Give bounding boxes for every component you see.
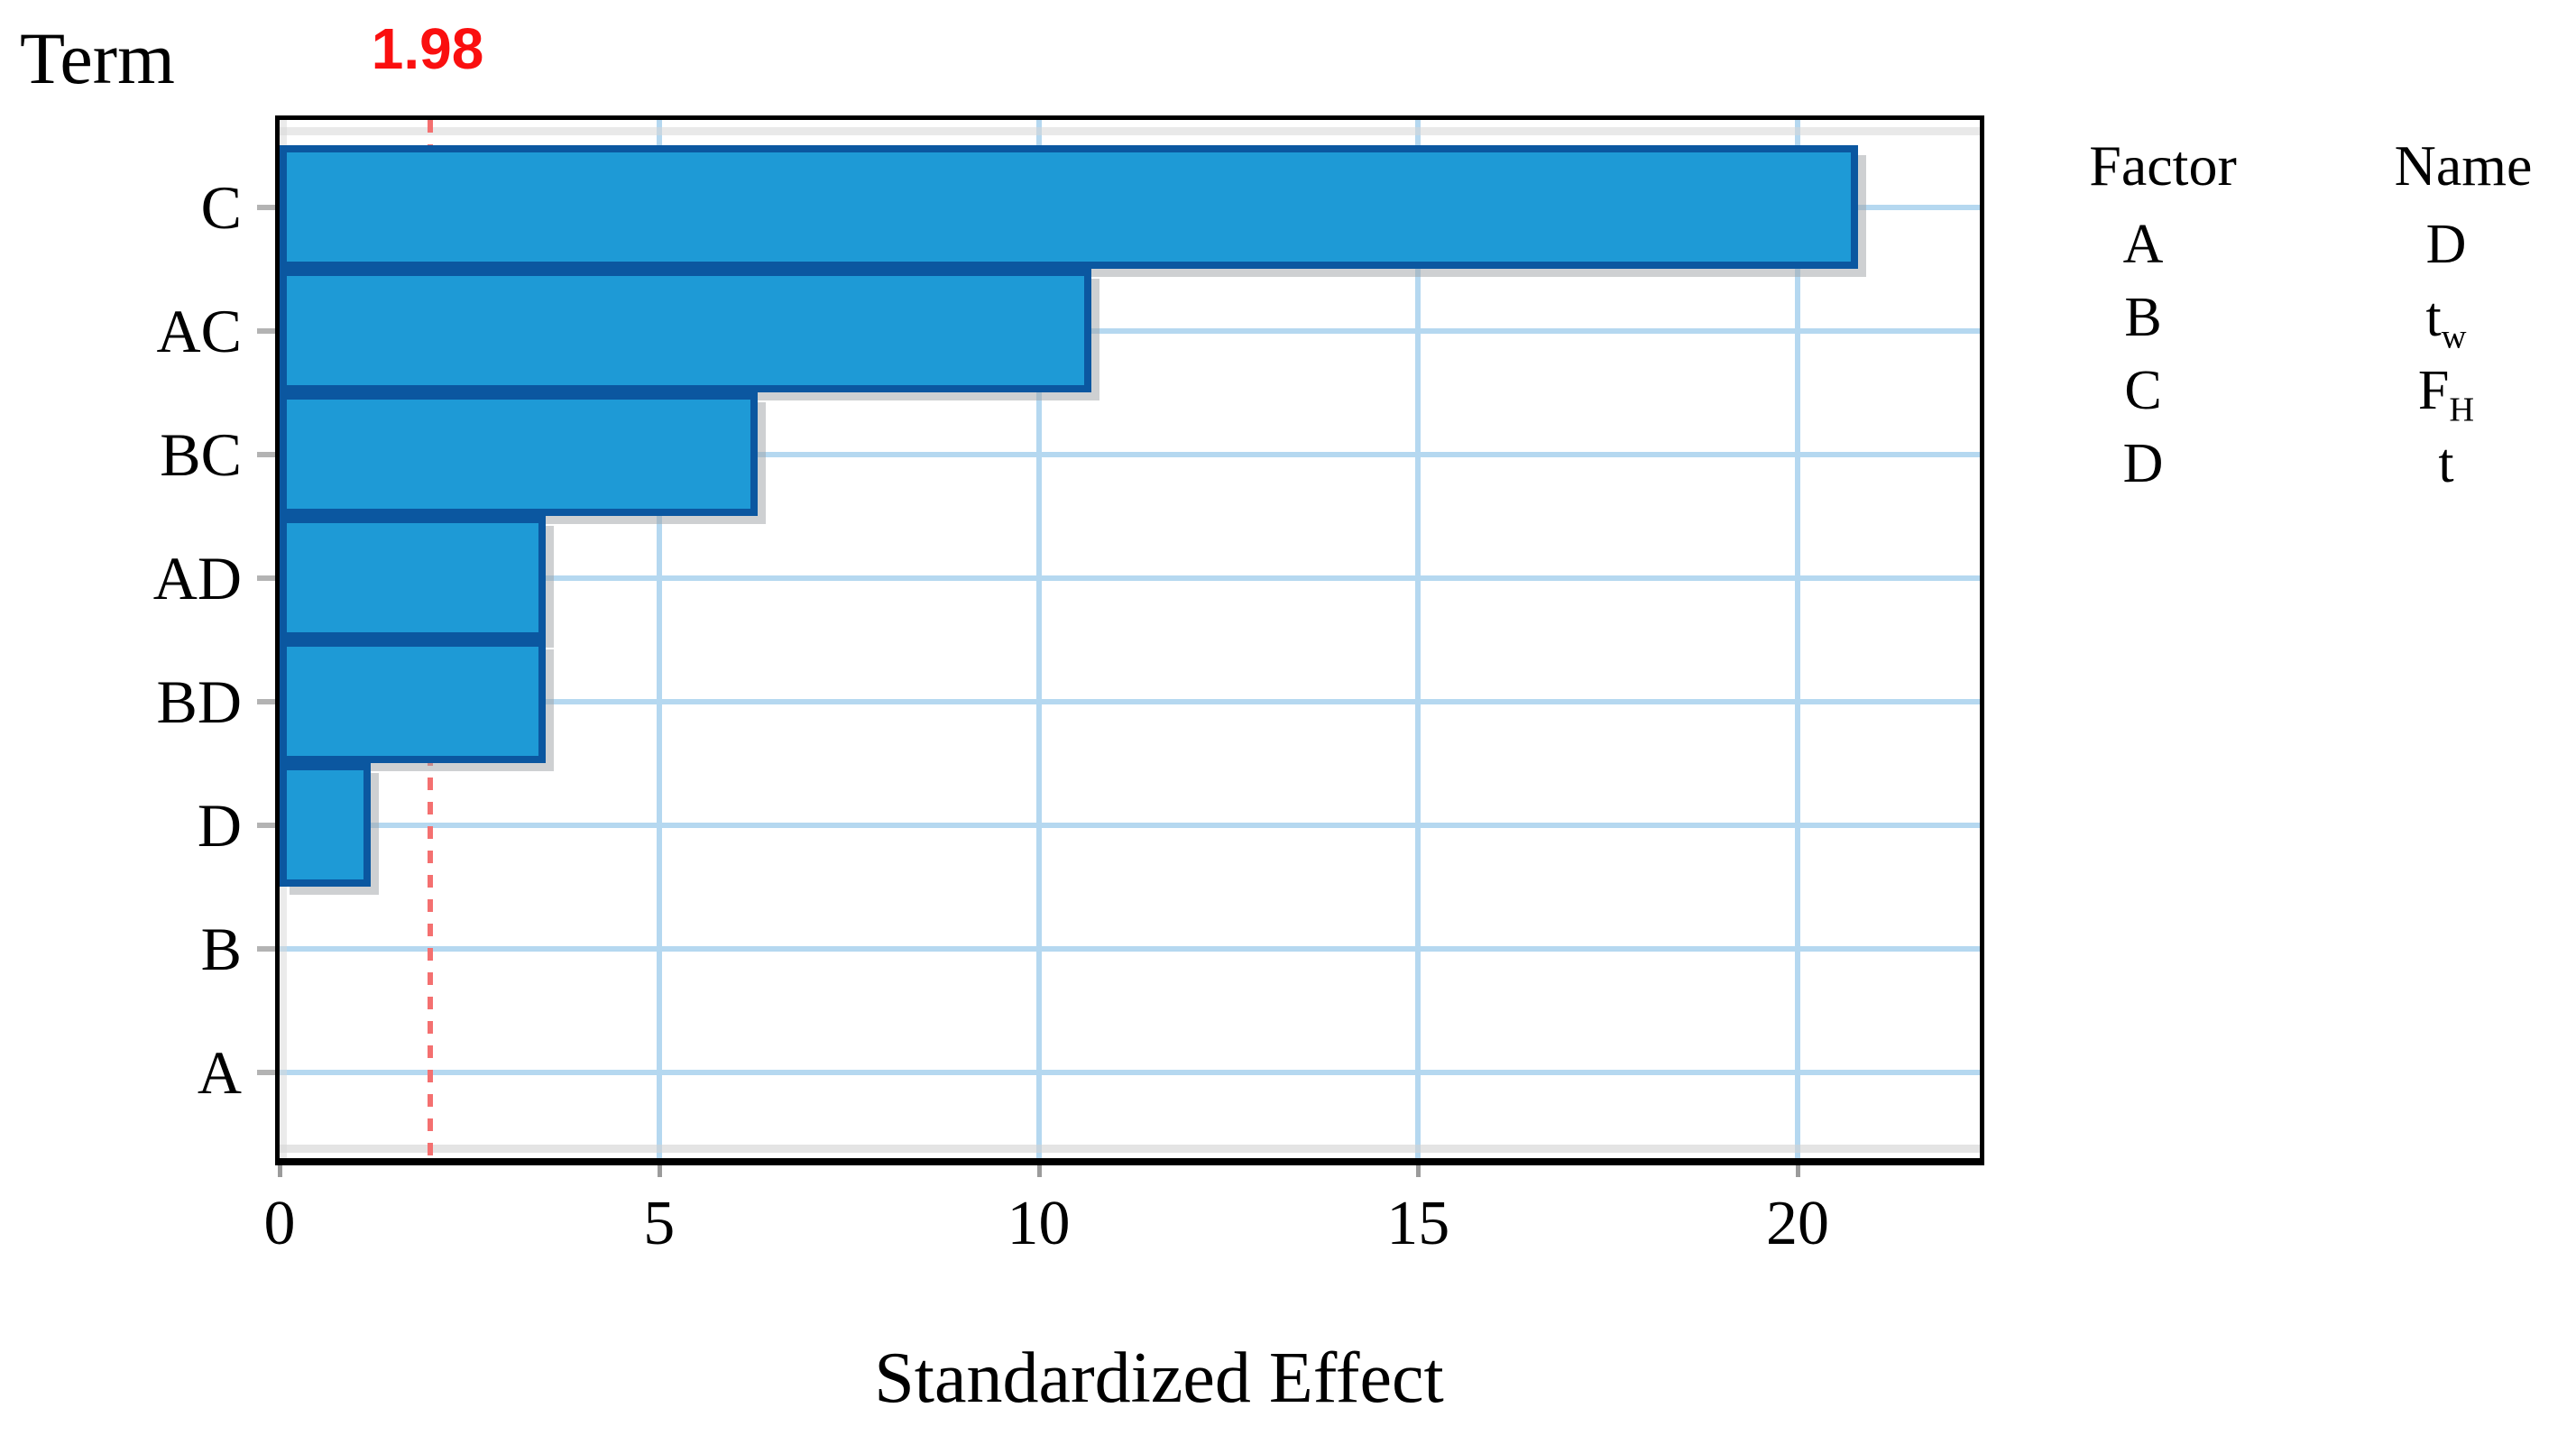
x-tick-label-15: 15 xyxy=(1386,1189,1450,1258)
bar-BC xyxy=(280,392,758,516)
bar-AC xyxy=(280,269,1091,392)
x-tick-mark xyxy=(1036,1165,1042,1177)
reference-line-label: 1.98 xyxy=(371,16,484,81)
frame-shadow-top xyxy=(280,127,1980,135)
gridline-vertical xyxy=(1035,120,1042,1158)
legend-name-B: tw xyxy=(2425,287,2467,356)
gridline-horizontal xyxy=(280,698,1980,704)
y-tick-mark xyxy=(257,327,275,334)
bar-BD xyxy=(280,640,546,763)
gridline-vertical xyxy=(656,120,662,1158)
gridline-horizontal xyxy=(280,945,1980,952)
y-tick-mark xyxy=(257,451,275,457)
bar-AD xyxy=(280,516,546,640)
x-axis-title: Standardized Effect xyxy=(874,1339,1444,1418)
y-tick-mark xyxy=(257,204,275,210)
gridline-horizontal xyxy=(280,451,1980,457)
y-axis-title: Term xyxy=(20,17,175,99)
y-tick-label-A: A xyxy=(197,1037,242,1107)
legend-header-factor: Factor xyxy=(2089,133,2237,198)
legend-factor-D: D xyxy=(2122,433,2164,494)
gridline-vertical xyxy=(1415,120,1421,1158)
y-tick-mark xyxy=(257,822,275,828)
gridline-horizontal xyxy=(280,1069,1980,1075)
x-tick-mark xyxy=(1416,1165,1421,1177)
legend-factor-A: A xyxy=(2122,214,2164,275)
y-tick-mark xyxy=(257,575,275,581)
x-tick-label-10: 10 xyxy=(1007,1189,1071,1258)
gridline-horizontal xyxy=(280,575,1980,581)
plot-inner xyxy=(280,120,1980,1158)
gridline-horizontal xyxy=(280,327,1980,334)
y-tick-mark xyxy=(257,1069,275,1075)
y-tick-label-AD: AD xyxy=(152,543,242,612)
x-tick-label-5: 5 xyxy=(643,1189,676,1258)
bar-D xyxy=(280,763,371,887)
x-tick-mark xyxy=(1796,1165,1801,1177)
x-tick-mark xyxy=(278,1165,282,1177)
legend-name-subscript: H xyxy=(2449,391,2475,429)
y-tick-label-C: C xyxy=(200,172,242,242)
x-tick-label-20: 20 xyxy=(1766,1189,1830,1258)
y-tick-mark xyxy=(257,698,275,704)
gridline-vertical xyxy=(1795,120,1801,1158)
legend-name-subscript: w xyxy=(2441,317,2467,356)
legend-name-D: t xyxy=(2438,433,2454,494)
legend-factor-C: C xyxy=(2124,360,2162,421)
x-tick-label-0: 0 xyxy=(263,1189,296,1258)
frame-shadow-bottom xyxy=(280,1145,1980,1153)
y-tick-label-BC: BC xyxy=(160,419,242,489)
plot-area xyxy=(275,115,1984,1165)
y-tick-label-D: D xyxy=(197,790,242,860)
legend-header-name: Name xyxy=(2394,133,2533,198)
x-tick-mark xyxy=(657,1165,662,1177)
legend-factor-B: B xyxy=(2124,287,2162,348)
y-tick-label-BD: BD xyxy=(156,667,242,736)
gridline-horizontal xyxy=(280,822,1980,828)
y-tick-mark xyxy=(257,945,275,952)
bar-C xyxy=(280,145,1858,269)
y-tick-label-B: B xyxy=(200,914,242,983)
legend-name-C: FH xyxy=(2417,360,2475,429)
y-tick-label-AC: AC xyxy=(156,296,242,365)
legend-name-A: D xyxy=(2425,214,2467,275)
